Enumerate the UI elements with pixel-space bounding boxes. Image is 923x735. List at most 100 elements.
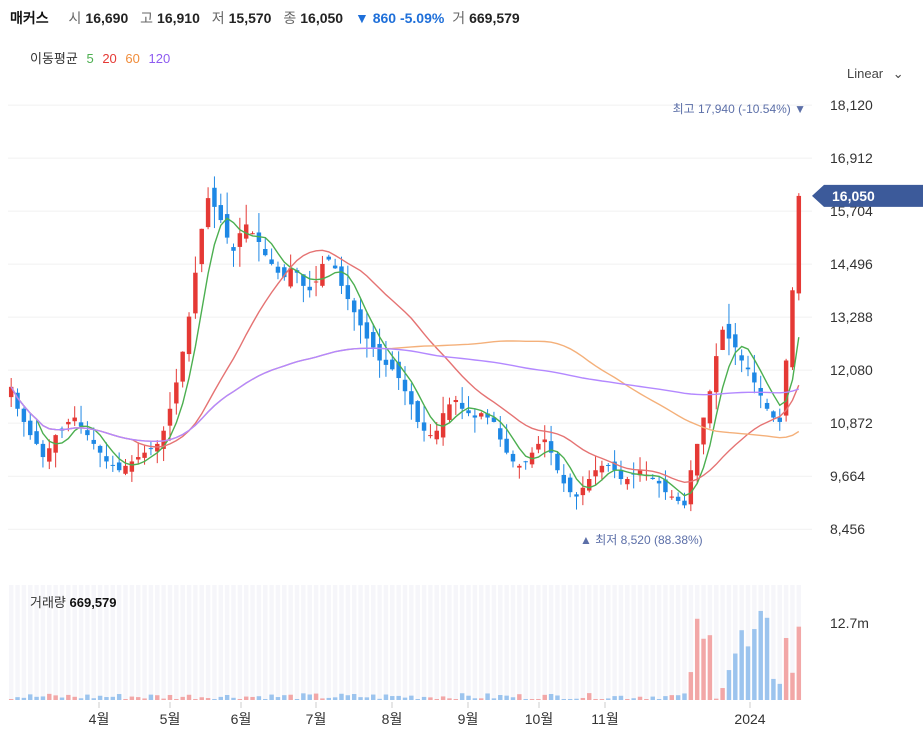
volume-bar (440, 696, 446, 700)
candle-body (224, 214, 230, 238)
volume-bar (421, 696, 427, 700)
volume-bg (771, 585, 776, 700)
y-tick-label: 15,704 (830, 203, 873, 219)
candle-body (707, 391, 713, 424)
candle-body (351, 300, 357, 313)
candle-body (409, 391, 414, 405)
ma120-line (10, 347, 800, 443)
volume-bg (53, 585, 58, 700)
candle-body (28, 420, 33, 436)
volume-bg (625, 585, 630, 700)
candle-body (726, 323, 732, 339)
volume-bar (135, 697, 141, 700)
volume-bg (326, 585, 331, 700)
volume-bar (790, 672, 795, 700)
volume-bar (167, 694, 173, 700)
volume-bar (720, 688, 725, 700)
volume-bg (180, 585, 185, 700)
volume-bar (472, 698, 478, 700)
candle-body (739, 355, 744, 361)
volume-bar (78, 698, 84, 700)
volume-bar (771, 678, 776, 700)
volume-bar (199, 697, 204, 700)
volume-bg (637, 585, 643, 700)
ma-legend-label: 이동평균 (30, 51, 78, 66)
volume-bg (542, 585, 547, 700)
candle-body (510, 453, 516, 462)
volume-bar (301, 693, 306, 700)
volume-bg (644, 585, 649, 700)
volume-bg (21, 585, 27, 700)
volume-bar (212, 699, 217, 700)
volume-bg (364, 585, 370, 700)
volume-bar (434, 699, 439, 700)
candle-body (307, 286, 312, 291)
volume-bar (625, 699, 630, 700)
candle-body (523, 461, 528, 463)
volume-bar (739, 630, 744, 700)
volume-bg (231, 585, 236, 700)
volume-bg (383, 585, 389, 700)
volume-bar (574, 698, 579, 700)
candle-body (447, 404, 452, 420)
volume-bg (421, 585, 427, 700)
volume-bar (256, 696, 262, 700)
volume-bar (15, 697, 20, 700)
volume-bg (256, 585, 262, 700)
candle-body (764, 402, 770, 409)
volume-bar (669, 695, 675, 700)
volume-bg (536, 585, 541, 700)
volume-bar (383, 694, 389, 700)
candle-body (415, 401, 420, 422)
volume-bg (288, 585, 293, 700)
volume-bg (606, 585, 611, 700)
volume-bg (237, 585, 243, 700)
volume-bg (434, 585, 439, 700)
volume-bar (764, 617, 770, 700)
volume-bar (580, 697, 586, 700)
candle-body (167, 408, 173, 426)
candle-body (383, 359, 389, 365)
volume-bg (15, 585, 20, 700)
volume-bar (193, 699, 198, 700)
candle-body (504, 438, 509, 453)
candle-body (466, 410, 471, 414)
volume-bar (796, 626, 802, 700)
volume-bar (326, 697, 331, 700)
candle-body (796, 195, 802, 294)
candle-body (472, 415, 478, 418)
ma120-legend: 120 (148, 51, 171, 66)
candle-body (15, 392, 20, 409)
candle-body (47, 448, 52, 462)
x-tick-label: 6월 (231, 711, 252, 727)
volume-bg (523, 585, 528, 700)
volume-bg (790, 585, 795, 700)
volume-bar (377, 698, 382, 700)
candle-body (574, 494, 579, 497)
y-axis: 8,456 9,664 10,872 12,080 13,288 14,496 15,704… (830, 97, 873, 537)
volume-bar (250, 696, 255, 700)
volume-bar (618, 695, 624, 700)
candle-body (694, 443, 700, 476)
ma-legend: 이동평균 5 20 60 120 (30, 48, 175, 67)
volume-bg (580, 585, 586, 700)
candle-body (371, 332, 376, 348)
scale-mode-dropdown[interactable]: Linear ⌄ (847, 66, 904, 82)
volume-bg (485, 585, 490, 700)
candle-body (561, 474, 567, 484)
volume-bg (155, 585, 160, 700)
price-markers: 16,050 최고 17,940 (-10.54%) ▼ ▲ 최저 8,520 (8… (580, 102, 923, 547)
candle-body (548, 441, 554, 453)
volume-bg (479, 585, 484, 700)
y-tick-label: 10,872 (830, 415, 873, 431)
candle-body (517, 465, 522, 468)
volume-bg (351, 585, 357, 700)
volume-bar (415, 699, 420, 700)
volume-bg (72, 585, 77, 700)
volume-bg (663, 585, 668, 700)
volume-bar (72, 696, 77, 700)
scale-mode-label: Linear (847, 66, 884, 81)
volume-bg (199, 585, 204, 700)
y-tick-label: 16,912 (830, 150, 873, 166)
